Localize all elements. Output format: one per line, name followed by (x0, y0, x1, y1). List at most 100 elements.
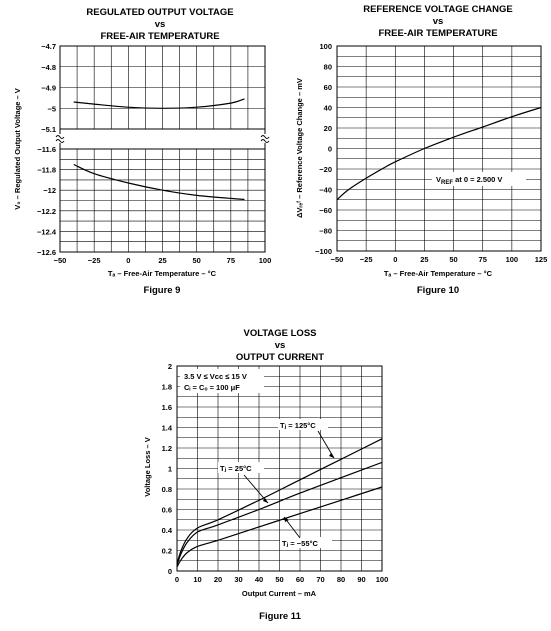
fig11-frame (176, 365, 383, 572)
fig10-annotation-prefix: V (436, 175, 441, 184)
fig9-break-gap (261, 134, 269, 143)
fig11-series-line-3 (176, 486, 383, 568)
fig11-y-tick-label: 0.6 (162, 506, 172, 515)
fig11-label-25-box (218, 462, 264, 473)
fig10-y-tick-label: 0 (328, 145, 332, 154)
fig11-y-tick-label: 0.8 (162, 485, 172, 494)
fig11-title-line-1: VOLTAGE LOSS (243, 328, 316, 339)
fig11-y-tick-label: 0.4 (162, 526, 173, 535)
fig9-title-line-1: REGULATED OUTPUT VOLTAGE (86, 7, 233, 18)
fig11-x-tick-label: 90 (357, 575, 365, 584)
fig10-y-tick-label: −20 (319, 165, 332, 174)
fig11-y-tick-label: 0.2 (162, 547, 172, 556)
fig11-series-line-2 (176, 461, 383, 566)
fig10-x-tick-label: 75 (479, 255, 487, 264)
fig11-x-tick-label: 0 (175, 575, 179, 584)
fig10-x-tick-label: 25 (420, 255, 428, 264)
fig10-annotation-box (432, 172, 526, 186)
fig9-x-tick-label: 100 (259, 256, 272, 265)
fig11-label-125-box (278, 419, 328, 430)
fig9-axis-break-icon (55, 135, 65, 143)
fig10-ticks: 100 80 60 40 20 0 −20 −40 −60 −80 −100−50 −25 0 25 50 7… (315, 42, 547, 264)
fig11-label-25: Tⱼ = 25°C (220, 464, 252, 473)
fig9-y-tick-label: −12.2 (37, 207, 56, 216)
fig10-y-tick-label: 40 (324, 104, 332, 113)
fig9-x-tick-label: −25 (88, 256, 101, 265)
fig11-x-tick-label: 80 (337, 575, 345, 584)
fig9-ticks: −4.7 −4.8 −4.9 −5 −5.1 −11.6 −11.8 −12 −12.2 −12.… (37, 42, 271, 265)
fig9-y-tick-label: −4.7 (41, 42, 56, 51)
fig11-arrow-25 (243, 474, 269, 504)
fig11-arrowhead-125 (329, 453, 334, 458)
fig10-y-tick-label: 60 (324, 83, 332, 92)
fig10-y-tick-label: −40 (319, 186, 332, 195)
fig11-caption: Figure 11 (259, 611, 301, 622)
fig9-series-line-2 (73, 163, 245, 201)
fig9-grid (55, 45, 270, 253)
fig9-x-tick-label: −50 (54, 256, 67, 265)
fig9-y-tick-label: −12.4 (37, 227, 57, 236)
fig11-x-tick-label: 30 (234, 575, 242, 584)
fig10-x-tick-label: 50 (449, 255, 457, 264)
fig9-y-tick-label: −5 (47, 104, 56, 113)
fig10-x-tick-label: −50 (331, 255, 344, 264)
fig11-title-line-2: vs (275, 340, 286, 351)
fig9-series-line-1 (73, 98, 245, 109)
fig10-y-tick-label: −60 (319, 206, 332, 215)
fig10-title-line-3: FREE-AIR TEMPERATURE (378, 28, 497, 39)
fig11-condition-2: Cᵢ = Cₒ = 100 μF (184, 383, 240, 392)
fig11-conditions-box (180, 369, 264, 393)
fig9-title-line-3: FREE-AIR TEMPERATURE (100, 31, 219, 42)
fig11-x-tick-label: 40 (255, 575, 263, 584)
fig9-y-tick-label: −12 (43, 186, 56, 195)
fig10-y-tick-label: 100 (319, 42, 332, 51)
fig11-arrowhead-25 (263, 498, 268, 503)
fig11-curves (176, 438, 383, 568)
figure-11-chart: VOLTAGE LOSS vs OUTPUT CURRENT 0 0.2 0.4 0.… (143, 328, 388, 622)
fig10-x-tick-label: 0 (393, 255, 397, 264)
fig9-y-tick-label: −12.6 (37, 248, 56, 257)
figure-10-chart: REFERENCE VOLTAGE CHANGE vs FREE-AIR TEM… (295, 4, 547, 296)
fig10-annotation-sub: REF (441, 180, 453, 186)
fig11-y-tick-label: 1.8 (162, 383, 172, 392)
fig11-y-tick-label: 1.4 (162, 424, 173, 433)
fig11-x-tick-label: 60 (296, 575, 304, 584)
fig11-y-tick-label: 1 (168, 465, 172, 474)
fig10-caption: Figure 10 (417, 285, 459, 296)
fig10-x-tick-label: 125 (535, 255, 548, 264)
fig10-y-tick-label: 80 (324, 63, 332, 72)
fig9-x-tick-label: 25 (158, 256, 166, 265)
fig11-x-axis-label: Output Current – mA (242, 589, 317, 598)
fig11-x-tick-label: 10 (193, 575, 201, 584)
fig10-y-tick-label: −100 (315, 247, 332, 256)
fig11-x-tick-label: 70 (316, 575, 324, 584)
fig11-label-m55: Tⱼ = −55°C (282, 539, 318, 548)
fig11-arrow-125 (317, 430, 335, 459)
fig10-x-axis-label: Tₐ – Free-Air Temperature – °C (384, 269, 493, 278)
fig10-y-tick-label: 20 (324, 124, 332, 133)
fig10-frame (336, 45, 542, 252)
fig9-title-line-2: vs (155, 19, 166, 30)
fig11-y-tick-label: 0 (168, 567, 172, 576)
fig9-x-axis-label: Tₐ – Free-Air Temperature – °C (108, 269, 217, 278)
fig11-series-line-1 (176, 438, 383, 564)
fig11-y-tick-label: 1.2 (162, 444, 172, 453)
fig11-title-line-3: OUTPUT CURRENT (236, 352, 324, 363)
fig9-caption: Figure 9 (144, 285, 181, 296)
fig10-curves (336, 106, 542, 201)
fig10-title-line-1: REFERENCE VOLTAGE CHANGE (363, 4, 513, 15)
fig10-annotation: VREF at 0 = 2.500 V (436, 175, 502, 186)
fig9-y-axis-label: V₀ – Regulated Output Voltage – V (13, 88, 22, 210)
fig11-y-tick-label: 1.6 (162, 403, 172, 412)
fig11-label-125: Tⱼ = 125°C (280, 421, 316, 430)
fig9-y-tick-label: −5.1 (41, 125, 56, 134)
fig10-title-line-2: vs (433, 16, 444, 27)
fig11-ticks: 00.20.40.60.811.21.41.61.820 10 20 30 40 50 60… (162, 362, 389, 584)
fig11-condition-1: 3.5 V ≤ Vᴄᴄ ≤ 15 V (184, 372, 247, 381)
fig9-y-tick-label: −11.8 (37, 166, 56, 175)
fig11-arrowhead-m55 (284, 517, 289, 522)
fig9-frame-upper (59, 45, 266, 130)
fig11-y-axis-label: Voltage Loss – V (143, 437, 152, 496)
fig11-x-tick-label: 20 (214, 575, 222, 584)
